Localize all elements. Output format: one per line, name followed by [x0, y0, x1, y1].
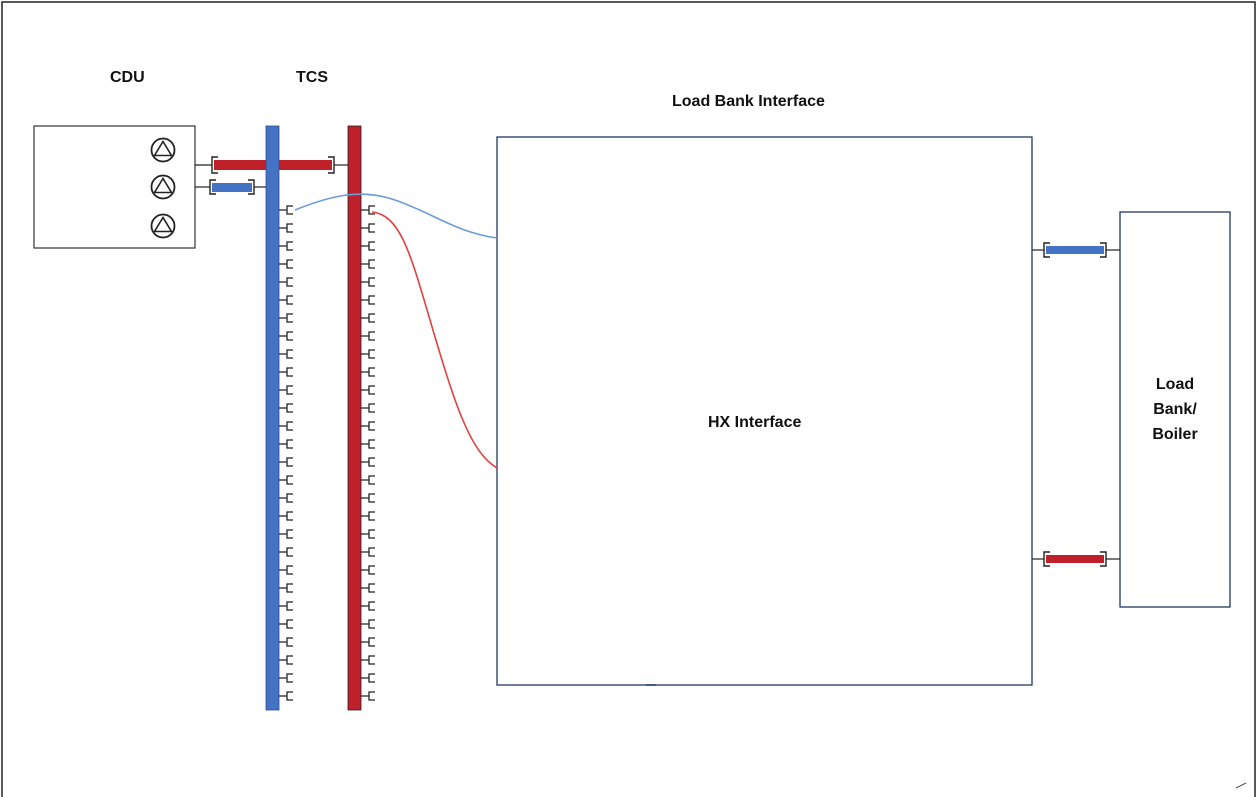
branch-connector-icon — [361, 349, 375, 359]
branch-connector-icon — [361, 421, 375, 431]
branch-connector-icon — [361, 403, 375, 413]
branch-connector-icon — [361, 439, 375, 449]
tcs-blue-manifold — [265, 125, 280, 711]
branch-connector-icon — [361, 583, 375, 593]
hx-loadbank-blue-connection — [1032, 242, 1120, 258]
branch-connector-icon — [361, 493, 375, 503]
branch-connector-icon — [361, 547, 375, 557]
load-bank-label-line2: Bank/ — [1153, 401, 1197, 418]
branch-connector-icon — [361, 241, 375, 251]
branch-connector-icon — [279, 367, 293, 377]
branch-connector-icon — [279, 421, 293, 431]
cdu-blue-connection — [195, 179, 266, 195]
blue-branch-connectors — [279, 205, 293, 701]
branch-connector-icon — [361, 619, 375, 629]
branch-connector-icon — [279, 493, 293, 503]
branch-connector-icon — [361, 259, 375, 269]
red-hose — [371, 211, 498, 469]
branch-connector-icon — [361, 205, 375, 215]
load-bank-boiler-box — [1119, 211, 1231, 608]
branch-connector-icon — [279, 511, 293, 521]
pump-icon — [150, 174, 176, 200]
branch-connector-icon — [361, 295, 375, 305]
branch-connector-icon — [361, 223, 375, 233]
pump-icon — [150, 137, 176, 163]
branch-connector-icon — [279, 223, 293, 233]
load-bank-label-line3: Boiler — [1152, 426, 1197, 443]
branch-connector-icon — [279, 619, 293, 629]
branch-connector-icon — [361, 457, 375, 467]
branch-connector-icon — [361, 637, 375, 647]
tcs-red-manifold — [347, 125, 362, 711]
branch-connector-icon — [361, 313, 375, 323]
load-bank-label-line1: Load — [1156, 376, 1194, 393]
load-bank-interface-label: Load Bank Interface — [672, 93, 825, 110]
branch-connector-icon — [279, 475, 293, 485]
branch-connector-icon — [279, 241, 293, 251]
hx-loadbank-red-connection — [1032, 551, 1120, 567]
branch-connector-icon — [279, 331, 293, 341]
branch-connector-icon — [361, 601, 375, 611]
branch-connector-icon — [361, 475, 375, 485]
cdu-label: CDU — [110, 69, 145, 86]
branch-connector-icon — [361, 367, 375, 377]
branch-connector-icon — [279, 691, 293, 701]
branch-connector-icon — [361, 331, 375, 341]
branch-connector-icon — [361, 655, 375, 665]
branch-connector-icon — [361, 673, 375, 683]
hx-interface-box — [496, 136, 1033, 686]
branch-connector-icon — [279, 583, 293, 593]
pump-icon — [150, 213, 176, 239]
branch-connector-icon — [361, 691, 375, 701]
corner-mark — [1235, 782, 1247, 789]
branch-connector-icon — [361, 277, 375, 287]
branch-connector-icon — [279, 565, 293, 575]
hx-interface-label: HX Interface — [708, 414, 801, 431]
branch-connector-icon — [279, 637, 293, 647]
branch-connector-icon — [279, 349, 293, 359]
branch-connector-icon — [279, 403, 293, 413]
branch-connector-icon — [279, 547, 293, 557]
branch-connector-icon — [361, 565, 375, 575]
branch-connector-icon — [279, 529, 293, 539]
branch-connector-icon — [279, 313, 293, 323]
branch-connector-icon — [279, 277, 293, 287]
branch-connector-icon — [279, 457, 293, 467]
branch-connector-icon — [279, 439, 293, 449]
branch-connector-icon — [279, 673, 293, 683]
branch-connector-icon — [279, 295, 293, 305]
branch-connector-icon — [279, 259, 293, 269]
branch-connector-icon — [279, 601, 293, 611]
tcs-label: TCS — [296, 69, 328, 86]
branch-connector-icon — [279, 205, 293, 215]
branch-connector-icon — [279, 655, 293, 665]
blue-hose — [294, 193, 498, 239]
red-branch-connectors — [361, 205, 375, 701]
branch-connector-icon — [361, 529, 375, 539]
branch-connector-icon — [361, 385, 375, 395]
branch-connector-icon — [361, 511, 375, 521]
branch-connector-icon — [279, 385, 293, 395]
